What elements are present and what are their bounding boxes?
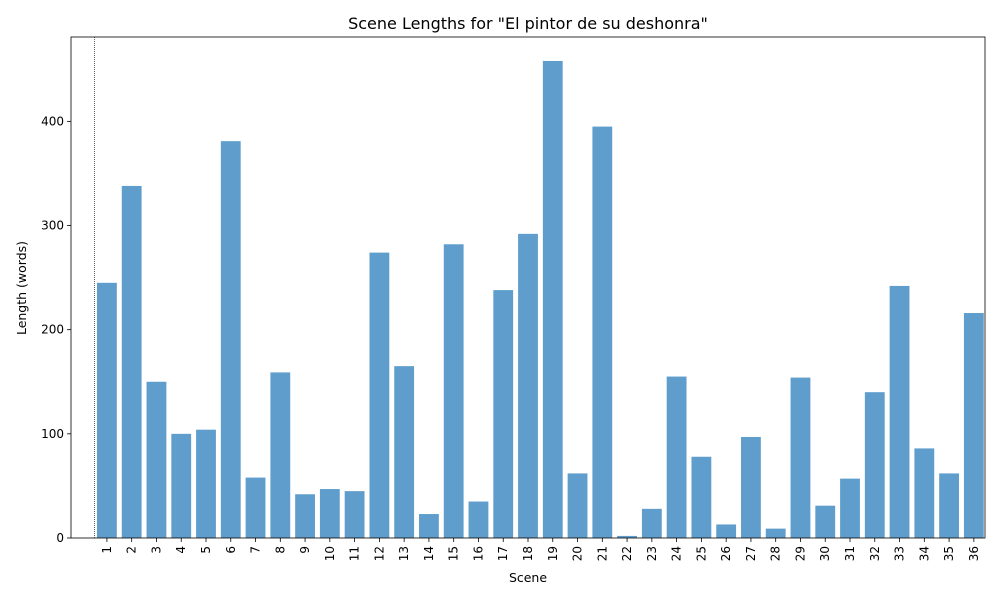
x-tick-label: 17 xyxy=(496,546,510,561)
x-tick-label: 36 xyxy=(967,546,981,561)
x-tick-label: 7 xyxy=(249,546,263,554)
bar-scene-34 xyxy=(914,448,935,538)
x-tick-label: 23 xyxy=(645,546,659,561)
bar-scene-36 xyxy=(963,313,984,538)
x-tick-label: 31 xyxy=(843,546,857,561)
x-tick-label: 20 xyxy=(571,546,585,561)
bar-scene-6 xyxy=(220,141,241,538)
x-tick-label: 10 xyxy=(323,546,337,561)
bar-scene-25 xyxy=(691,456,712,538)
x-tick-label: 35 xyxy=(942,546,956,561)
x-tick-label: 14 xyxy=(422,546,436,561)
x-tick-label: 18 xyxy=(521,546,535,561)
x-tick-label: 15 xyxy=(447,546,461,561)
y-axis-label: Length (words) xyxy=(14,241,29,335)
bar-scene-30 xyxy=(815,505,836,538)
bar-scene-14 xyxy=(419,514,439,538)
bar-scene-35 xyxy=(939,473,959,538)
x-tick-label: 28 xyxy=(769,546,783,561)
x-tick-label: 27 xyxy=(744,546,758,561)
x-tick-label: 16 xyxy=(471,546,485,561)
bar-scene-15 xyxy=(443,244,464,538)
bar-scene-9 xyxy=(295,494,315,538)
x-tick-label: 5 xyxy=(199,546,213,554)
bar-scene-11 xyxy=(344,491,365,538)
bar-scene-5 xyxy=(196,429,216,538)
bar-scene-33 xyxy=(889,285,910,538)
x-tick-label: 26 xyxy=(719,546,733,561)
x-tick-label: 2 xyxy=(125,546,139,554)
x-tick-label: 9 xyxy=(298,546,312,554)
x-tick-label: 12 xyxy=(372,546,386,561)
bar-scene-13 xyxy=(394,366,415,538)
x-ticks: 1 2 3 4 5 6 7 8 9 10 11 12 13 14 15 16 17 18 19 20 21 22 23 24 2… xyxy=(100,538,981,561)
chart-title: Scene Lengths for "El pintor de su desho… xyxy=(348,14,708,33)
x-tick-label: 25 xyxy=(694,546,708,561)
bar-scene-28 xyxy=(765,528,786,538)
x-tick-label: 11 xyxy=(348,546,362,561)
x-tick-label: 33 xyxy=(893,546,907,561)
y-tick-label: 300 xyxy=(41,219,64,233)
bar-scene-27 xyxy=(741,436,761,538)
bar-scene-1 xyxy=(97,282,117,538)
x-axis-label: Scene xyxy=(509,570,547,585)
x-tick-label: 34 xyxy=(917,546,931,561)
x-tick-label: 19 xyxy=(546,546,560,561)
x-tick-label: 3 xyxy=(149,546,163,554)
x-tick-label: 22 xyxy=(620,546,634,561)
y-tick-label: 200 xyxy=(41,323,64,337)
x-tick-label: 13 xyxy=(397,546,411,561)
bar-scene-17 xyxy=(493,290,514,538)
y-tick-label: 0 xyxy=(56,531,64,545)
bar-scene-12 xyxy=(369,252,390,539)
bar-scene-4 xyxy=(171,433,192,538)
bar-scene-19 xyxy=(542,60,563,539)
x-tick-label: 6 xyxy=(224,546,238,554)
bar-scene-23 xyxy=(641,508,662,538)
bar-scene-32 xyxy=(864,392,885,538)
bar-scene-18 xyxy=(518,233,538,539)
bar-scene-29 xyxy=(790,377,811,538)
bar-scene-16 xyxy=(468,501,489,538)
y-tick-label: 100 xyxy=(41,427,64,441)
bar-scene-31 xyxy=(840,478,860,538)
y-ticks: 0 100 200 300 400 xyxy=(41,114,71,545)
x-tick-label: 21 xyxy=(595,546,609,561)
x-tick-label: 29 xyxy=(793,546,807,561)
x-tick-label: 4 xyxy=(174,546,188,554)
x-tick-label: 8 xyxy=(273,546,287,554)
bar-scene-2 xyxy=(121,185,142,538)
x-tick-label: 32 xyxy=(868,546,882,561)
x-tick-label: 1 xyxy=(100,546,114,554)
bar-scene-3 xyxy=(146,381,167,538)
x-tick-label: 30 xyxy=(818,546,832,561)
bar-scene-7 xyxy=(245,477,266,538)
x-tick-label: 24 xyxy=(670,546,684,561)
bar-scene-21 xyxy=(592,126,613,538)
y-tick-label: 400 xyxy=(41,114,64,128)
bars-layer xyxy=(97,60,984,539)
bar-scene-20 xyxy=(567,473,588,538)
bar-scene-10 xyxy=(319,489,340,538)
bar-scene-26 xyxy=(716,524,737,538)
bar-scene-8 xyxy=(270,372,291,538)
bar-scene-24 xyxy=(666,376,687,538)
bar-scene-22 xyxy=(617,535,637,538)
